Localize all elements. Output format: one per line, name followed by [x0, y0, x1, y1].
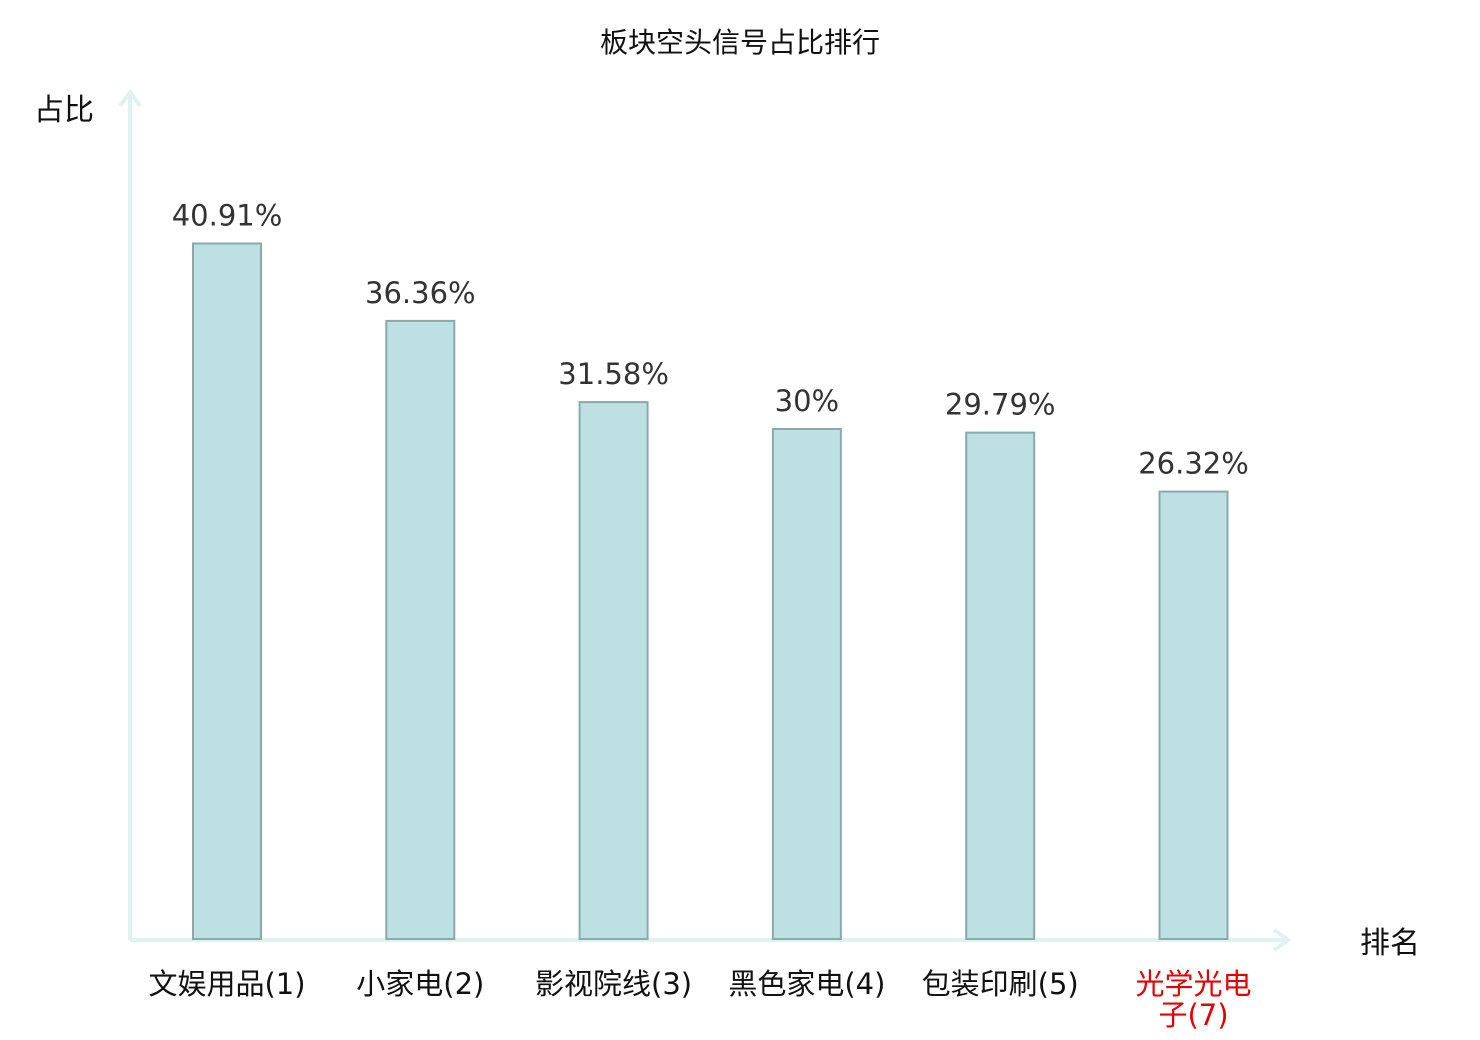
bar	[385, 319, 456, 940]
bar	[771, 428, 842, 940]
bars	[192, 242, 1229, 941]
x-axis-arrow	[1272, 928, 1292, 952]
bar	[192, 242, 262, 940]
value-label: 26.32%	[1138, 447, 1249, 481]
category-label: 影视院线(3)	[535, 967, 692, 1001]
y-axis-arrow	[118, 88, 142, 108]
bar	[965, 431, 1036, 940]
category-labels: 文娱用品(1) 小家电(2) 影视院线(3) 黑色家电(4) 包装印刷(5) 光学光电子(…	[148, 967, 1251, 1032]
category-label: 黑色家电(4)	[728, 967, 885, 1001]
value-label: 40.91%	[172, 199, 283, 233]
bar	[578, 401, 649, 941]
category-label: 小家电(2)	[356, 967, 484, 1001]
category-label: 文娱用品(1)	[148, 967, 305, 1001]
x-axis-label: 排名	[1360, 926, 1420, 961]
bar	[1158, 490, 1229, 940]
chart-title: 板块空头信号占比排行	[600, 26, 880, 59]
axes	[118, 88, 1292, 952]
value-labels: 40.91% 36.36% 31.58% 30% 29.79% 26.32%	[172, 199, 1249, 481]
category-label: 包装印刷(5)	[922, 967, 1079, 1001]
value-label: 36.36%	[365, 276, 476, 310]
value-label: 29.79%	[945, 388, 1056, 422]
value-label: 31.58%	[558, 357, 669, 391]
y-axis-label: 占比	[34, 93, 94, 128]
value-label: 30%	[775, 384, 839, 418]
category-label: 光学光电子(7)	[1135, 967, 1251, 1032]
